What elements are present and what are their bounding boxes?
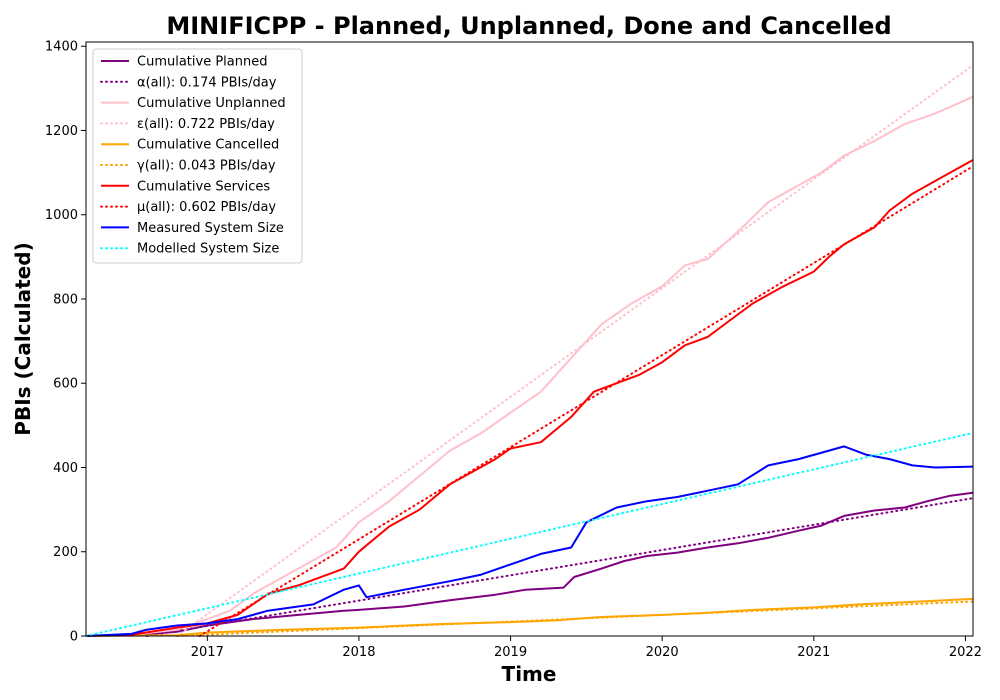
legend: Cumulative Planned α(all): 0.174 PBIs/day… xyxy=(92,48,303,264)
legend-entry-4: ε(all): 0.722 PBIs/day xyxy=(137,117,275,132)
legend-entry-2: α(all): 0.174 PBIs/day xyxy=(137,75,277,90)
x-axis: 2017 2018 2019 2020 2021 2022 xyxy=(191,636,982,660)
series-line-4-all-0-722-pbis-day xyxy=(176,64,974,637)
x-tick-label-2021: 2021 xyxy=(797,645,830,660)
legend-entry-8: μ(all): 0.602 PBIs/day xyxy=(137,200,276,215)
legend-entry-9: Measured System Size xyxy=(137,221,284,236)
y-tick-label-1200: 1200 xyxy=(45,124,78,139)
series-line-7-cumulative-services xyxy=(85,159,974,637)
y-tick-label-800: 800 xyxy=(53,292,78,307)
y-tick-label-200: 200 xyxy=(53,545,78,560)
series-line-2-all-0-174-pbis-day xyxy=(145,497,974,637)
x-tick-label-2017: 2017 xyxy=(191,645,224,660)
legend-entry-7: Cumulative Services xyxy=(137,179,270,194)
plot-lines xyxy=(85,64,974,637)
series-line-3-cumulative-unplanned xyxy=(85,95,974,637)
x-tick-label-2020: 2020 xyxy=(646,645,679,660)
y-tick-label-1400: 1400 xyxy=(45,40,78,55)
plot-frame xyxy=(85,41,974,637)
series-line-10-modelled-system-size xyxy=(85,431,974,637)
series-line-1-cumulative-planned xyxy=(85,491,974,637)
x-tick-label-2019: 2019 xyxy=(494,645,527,660)
y-axis: 0 200 400 600 800 1000 1200 1400 xyxy=(45,40,86,645)
legend-entry-6: γ(all): 0.043 PBIs/day xyxy=(137,159,276,174)
x-tick-label-2018: 2018 xyxy=(342,645,375,660)
legend-entry-5: Cumulative Cancelled xyxy=(137,138,279,153)
series-line-5-cumulative-cancelled xyxy=(85,597,974,637)
y-tick-label-1000: 1000 xyxy=(45,208,78,223)
y-axis-label: PBIs (Calculated) xyxy=(11,242,35,435)
legend-entry-3: Cumulative Unplanned xyxy=(137,96,286,111)
legend-box xyxy=(92,48,303,264)
x-axis-label: Time xyxy=(502,662,557,686)
legend-entry-10: Modelled System Size xyxy=(137,242,279,257)
y-tick-label-400: 400 xyxy=(53,461,78,476)
series-line-8-all-0-602-pbis-day xyxy=(198,165,974,637)
series-line-9-measured-system-size xyxy=(85,445,974,637)
x-tick-label-2022: 2022 xyxy=(949,645,982,660)
y-tick-label-600: 600 xyxy=(53,377,78,392)
chart-title: MINIFICPP - Planned, Unplanned, Done and… xyxy=(166,12,891,40)
legend-entry-1: Cumulative Planned xyxy=(137,55,267,70)
y-tick-label-0: 0 xyxy=(70,630,78,645)
